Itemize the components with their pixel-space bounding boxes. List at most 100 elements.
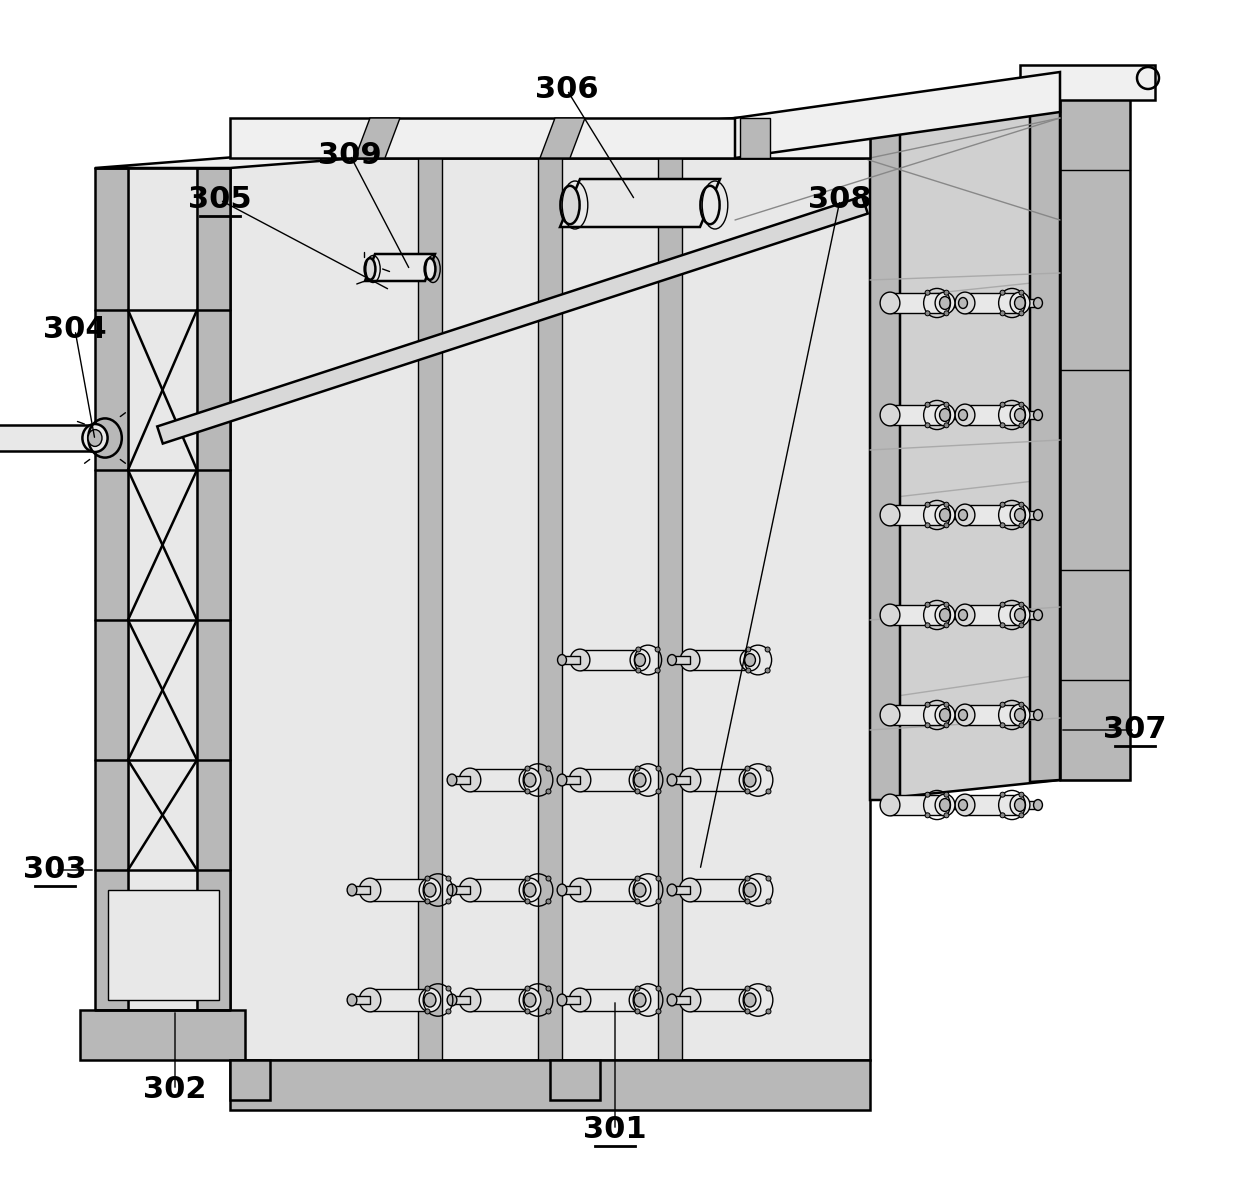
Polygon shape: [965, 405, 1021, 425]
Ellipse shape: [629, 988, 651, 1011]
Ellipse shape: [546, 1009, 551, 1014]
Ellipse shape: [525, 876, 529, 881]
Polygon shape: [352, 996, 370, 1004]
Ellipse shape: [739, 768, 761, 792]
Polygon shape: [965, 505, 1021, 525]
Text: 305: 305: [188, 186, 252, 214]
Ellipse shape: [656, 766, 661, 771]
Ellipse shape: [999, 311, 1006, 316]
Polygon shape: [95, 119, 870, 168]
Ellipse shape: [765, 668, 770, 673]
Ellipse shape: [635, 876, 640, 881]
Ellipse shape: [1034, 609, 1043, 620]
Ellipse shape: [629, 879, 651, 901]
Ellipse shape: [925, 290, 930, 296]
Ellipse shape: [448, 994, 456, 1005]
Polygon shape: [108, 891, 219, 999]
Ellipse shape: [935, 504, 955, 525]
Ellipse shape: [944, 602, 949, 607]
Ellipse shape: [880, 504, 900, 525]
Polygon shape: [672, 656, 689, 664]
Ellipse shape: [999, 723, 1006, 728]
Polygon shape: [965, 795, 1021, 815]
Polygon shape: [562, 656, 580, 664]
Ellipse shape: [944, 503, 949, 508]
Ellipse shape: [940, 798, 950, 812]
Ellipse shape: [656, 899, 661, 904]
Ellipse shape: [525, 789, 529, 794]
Ellipse shape: [944, 290, 949, 296]
Ellipse shape: [955, 405, 975, 426]
Polygon shape: [229, 1061, 870, 1110]
Polygon shape: [418, 158, 441, 1061]
Ellipse shape: [745, 789, 750, 794]
Ellipse shape: [766, 986, 771, 991]
Ellipse shape: [667, 774, 677, 786]
Ellipse shape: [520, 768, 541, 792]
Polygon shape: [1030, 72, 1060, 782]
Ellipse shape: [744, 994, 756, 1007]
Polygon shape: [689, 880, 750, 901]
Ellipse shape: [955, 794, 975, 816]
Ellipse shape: [680, 879, 701, 901]
Ellipse shape: [634, 994, 646, 1007]
Ellipse shape: [425, 1009, 430, 1014]
Ellipse shape: [999, 523, 1006, 528]
Polygon shape: [352, 886, 370, 894]
Ellipse shape: [955, 504, 975, 525]
Ellipse shape: [1019, 792, 1024, 797]
Ellipse shape: [925, 622, 930, 627]
Ellipse shape: [959, 609, 967, 620]
Polygon shape: [965, 293, 1021, 312]
Polygon shape: [1021, 711, 1038, 719]
Polygon shape: [870, 116, 900, 800]
Ellipse shape: [880, 604, 900, 626]
Ellipse shape: [446, 1009, 451, 1014]
Ellipse shape: [525, 986, 529, 991]
Ellipse shape: [880, 405, 900, 426]
Ellipse shape: [425, 876, 430, 881]
Ellipse shape: [656, 1009, 661, 1014]
Ellipse shape: [656, 986, 661, 991]
Ellipse shape: [944, 523, 949, 528]
Polygon shape: [538, 158, 562, 1061]
Ellipse shape: [546, 986, 551, 991]
Ellipse shape: [459, 768, 481, 792]
Ellipse shape: [959, 800, 967, 810]
Polygon shape: [1021, 610, 1038, 619]
Ellipse shape: [1034, 298, 1043, 309]
Ellipse shape: [560, 186, 579, 224]
Ellipse shape: [635, 899, 640, 904]
Ellipse shape: [419, 988, 440, 1011]
Polygon shape: [128, 168, 197, 1010]
Ellipse shape: [925, 792, 930, 797]
Ellipse shape: [569, 988, 590, 1011]
Ellipse shape: [999, 503, 1006, 508]
Ellipse shape: [944, 311, 949, 316]
Polygon shape: [1060, 72, 1130, 780]
Polygon shape: [945, 299, 963, 306]
Ellipse shape: [635, 986, 640, 991]
Ellipse shape: [446, 876, 451, 881]
Ellipse shape: [347, 885, 357, 895]
Polygon shape: [470, 989, 529, 1010]
Ellipse shape: [944, 723, 949, 728]
Ellipse shape: [656, 789, 661, 794]
Polygon shape: [672, 996, 689, 1004]
Ellipse shape: [940, 408, 950, 421]
Polygon shape: [365, 254, 435, 281]
Ellipse shape: [944, 402, 949, 407]
Ellipse shape: [525, 883, 536, 897]
Ellipse shape: [1019, 622, 1024, 627]
Polygon shape: [890, 795, 945, 815]
Ellipse shape: [880, 794, 900, 816]
Polygon shape: [658, 158, 682, 1061]
Ellipse shape: [744, 773, 756, 786]
Ellipse shape: [1019, 602, 1024, 607]
Text: 308: 308: [808, 186, 872, 214]
Ellipse shape: [1019, 523, 1024, 528]
Ellipse shape: [557, 994, 567, 1005]
Ellipse shape: [925, 503, 930, 508]
Text: 302: 302: [144, 1075, 207, 1105]
Ellipse shape: [636, 668, 641, 673]
